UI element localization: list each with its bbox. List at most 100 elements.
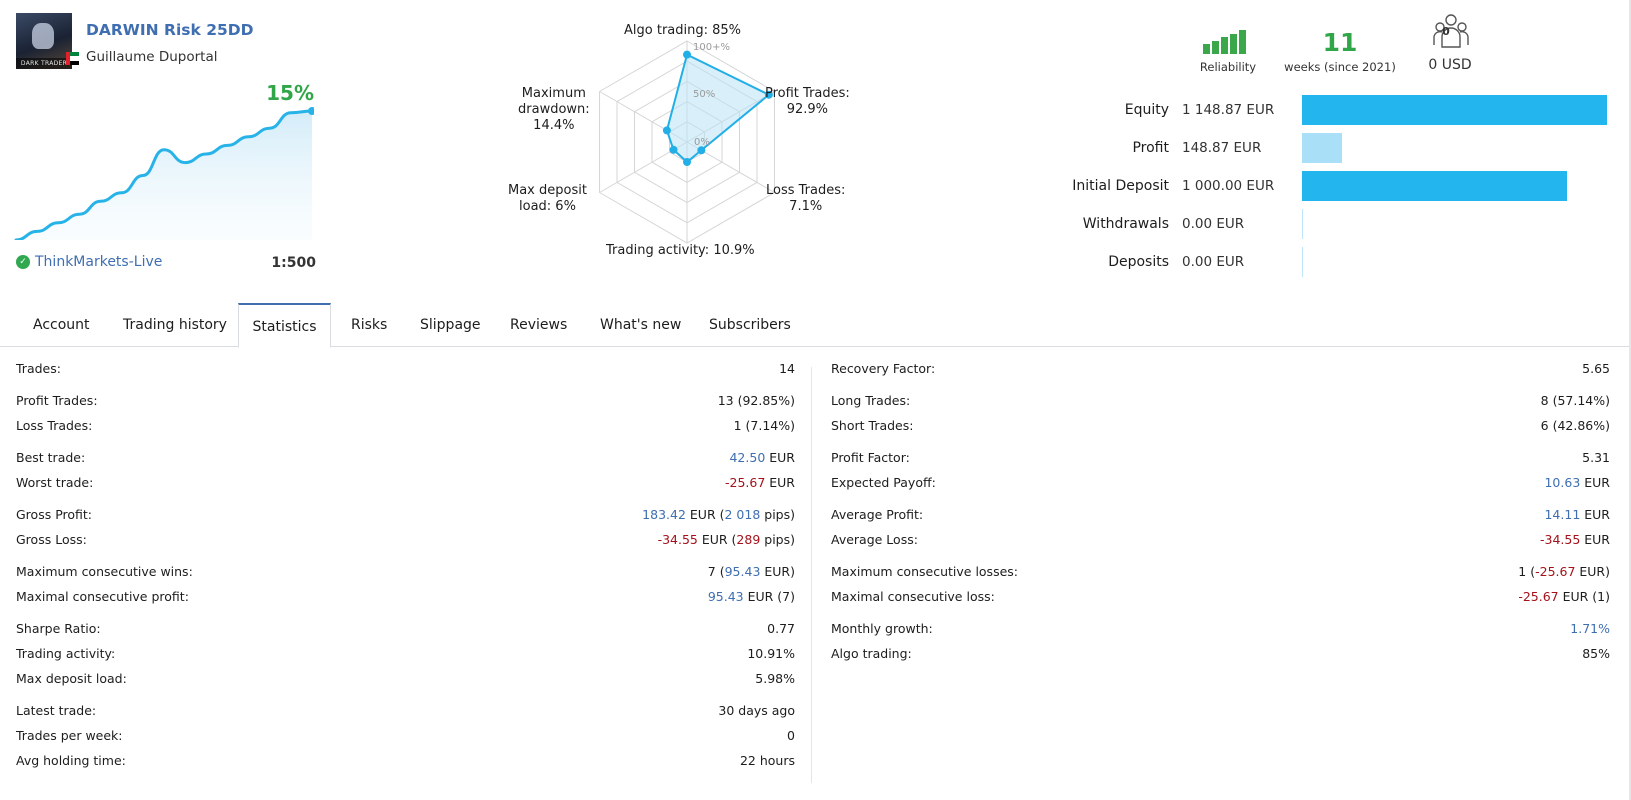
tab-whats-new[interactable]: What's new — [600, 317, 682, 333]
reliability-label: Reliability — [1199, 60, 1257, 74]
page-scrollbar[interactable] — [1629, 0, 1631, 800]
tab-trading-history[interactable]: Trading history — [123, 317, 227, 333]
account-name[interactable]: DARWIN Risk 25DD — [86, 21, 254, 39]
account-owner[interactable]: Guillaume Duportal — [86, 49, 218, 65]
stat-value-part: EUR — [1580, 475, 1610, 490]
stat-label: Maximum consecutive wins: — [16, 564, 193, 579]
finance-label: Initial Deposit — [1072, 178, 1169, 194]
finance-bar — [1302, 95, 1607, 125]
stat-value: 7 (95.43 EUR) — [708, 562, 795, 582]
finance-value: 1 000.00 EUR — [1182, 178, 1275, 194]
broker-name[interactable]: ThinkMarkets-Live — [35, 254, 163, 270]
stat-value: 5.98% — [755, 669, 795, 689]
stat-value-part: 10.63 — [1544, 475, 1581, 490]
stat-label: Long Trades: — [831, 393, 911, 408]
radar-label-algo: Algo trading: 85% — [624, 23, 742, 38]
growth-area — [16, 111, 312, 240]
subscribers-icon — [1433, 14, 1469, 48]
stat-label: Avg holding time: — [16, 753, 126, 768]
radar-label-deposit: Max deposit load: 6% — [508, 183, 587, 214]
stat-label: Trading activity: — [16, 646, 116, 661]
tab-reviews[interactable]: Reviews — [510, 317, 568, 333]
tab-subscribers[interactable]: Subscribers — [709, 317, 791, 333]
stat-label: Maximum consecutive losses: — [831, 564, 1018, 579]
stat-row: Short Trades: 6 (42.86%) — [831, 416, 1610, 436]
tab-risks[interactable]: Risks — [351, 317, 388, 333]
stat-row: Latest trade: 30 days ago — [16, 701, 795, 721]
stat-value: 13 (92.85%) — [718, 391, 795, 411]
finance-bar — [1302, 171, 1568, 201]
stat-value: 6 (42.86%) — [1541, 416, 1610, 436]
stat-value-part: EUR (1) — [1558, 589, 1610, 604]
stat-value-part: 7 ( — [707, 564, 725, 579]
stat-value-part: 2 018 — [724, 507, 761, 522]
radar-ring-label-100: 100+% — [693, 42, 730, 53]
tab-statistics[interactable]: Statistics — [238, 303, 331, 348]
tab-bar: Account Trading history Statistics Risks… — [0, 303, 1631, 348]
stat-row: Algo trading: 85% — [831, 644, 1610, 664]
finance-bar — [1302, 133, 1342, 163]
stat-value: 95.43 EUR (7) — [708, 587, 795, 607]
tab-slippage[interactable]: Slippage — [420, 317, 481, 333]
stat-value-part: 85% — [1582, 646, 1610, 661]
growth-chart — [14, 107, 314, 240]
subscribers-count: 0 — [1442, 25, 1450, 38]
finance-bar — [1302, 247, 1303, 277]
stat-value: 42.50 EUR — [729, 448, 795, 468]
radar-point — [764, 90, 773, 99]
stat-row: Maximal consecutive loss: -25.67 EUR (1) — [831, 587, 1610, 607]
stat-value-part: 0.77 — [767, 621, 795, 636]
stat-value-part: 6 (42.86%) — [1540, 418, 1610, 433]
growth-end-point — [308, 107, 314, 115]
growth-line — [14, 109, 314, 240]
stat-value: 1 (7.14%) — [734, 416, 795, 436]
stat-value: 10.91% — [747, 644, 795, 664]
stat-value-part: -25.67 — [1535, 564, 1576, 579]
stat-value: 30 days ago — [718, 701, 795, 721]
stat-label: Profit Trades: — [16, 393, 98, 408]
stat-row: Loss Trades: 1 (7.14%) — [16, 416, 795, 436]
verified-shield-icon: ✓ — [16, 255, 30, 269]
stat-row: Profit Factor: 5.31 — [831, 448, 1610, 468]
stat-row: Sharpe Ratio: 0.77 — [16, 619, 795, 639]
finance-row: Initial Deposit 1 000.00 EUR — [1020, 171, 1620, 201]
growth-percent: 15% — [266, 81, 314, 105]
stat-value-part: -25.67 — [1518, 589, 1559, 604]
stat-value-part: 22 hours — [739, 753, 795, 768]
stat-row: Trades: 14 — [16, 359, 795, 379]
stat-value-part: EUR ( — [685, 507, 725, 522]
stat-value-part: EUR — [765, 450, 795, 465]
stat-row: Trading activity: 10.91% — [16, 644, 795, 664]
stat-value-part: EUR) — [760, 564, 795, 579]
stat-row: Gross Profit: 183.42 EUR (2 018 pips) — [16, 505, 795, 525]
radar-label-activity: Trading activity: 10.9% — [606, 243, 755, 258]
stat-value-part: EUR (7) — [743, 589, 795, 604]
radar-point — [683, 50, 691, 59]
radar-point — [683, 158, 691, 167]
finance-value: 148.87 EUR — [1182, 140, 1262, 156]
stat-value-part: 10.91% — [747, 646, 795, 661]
stat-value-part: 5.65 — [1582, 361, 1610, 376]
stat-label: Maximal consecutive loss: — [831, 589, 995, 604]
avatar-face-icon — [32, 23, 54, 49]
stat-value-part: EUR — [1580, 532, 1610, 547]
finance-row: Withdrawals 0.00 EUR — [1020, 209, 1620, 239]
radar-ring-label-50: 50% — [693, 89, 715, 100]
finance-label: Equity — [1124, 102, 1169, 118]
radar-label-loss: Loss Trades: 7.1% — [766, 183, 846, 214]
stat-label: Max deposit load: — [16, 671, 127, 686]
stat-value-part: EUR) — [1575, 564, 1610, 579]
finance-label: Deposits — [1108, 254, 1169, 270]
stat-label: Average Profit: — [831, 507, 924, 522]
stat-value-part: 13 (92.85%) — [717, 393, 795, 408]
broker-server[interactable]: ✓ ThinkMarkets-Live — [16, 254, 162, 270]
stat-value-part: -34.55 — [1539, 532, 1581, 547]
stat-value-part: 289 — [736, 532, 761, 547]
tab-account[interactable]: Account — [33, 317, 90, 333]
weeks-count: 11 — [1322, 28, 1358, 57]
stat-value: -25.67 EUR (1) — [1518, 587, 1610, 607]
radar-ring-label-0: 0% — [694, 137, 710, 148]
avatar-caption: DARK TRADER — [16, 58, 72, 69]
reliability-bar — [1230, 33, 1237, 54]
stat-label: Expected Payoff: — [831, 475, 936, 490]
